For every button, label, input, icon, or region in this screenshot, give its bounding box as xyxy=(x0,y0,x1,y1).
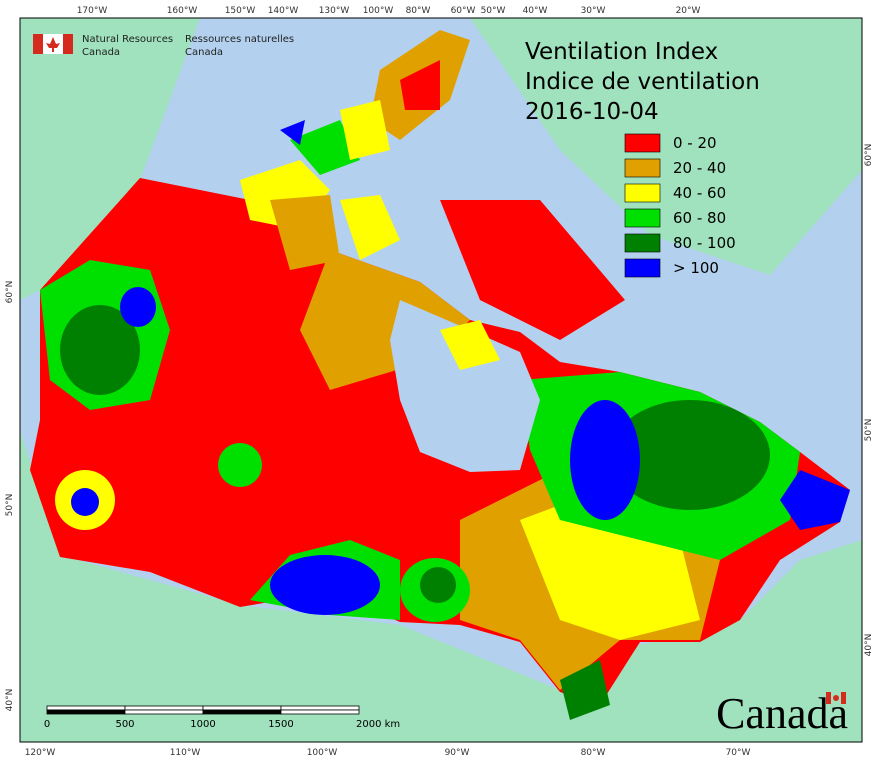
legend-label: 40 - 60 xyxy=(673,184,726,202)
legend-swatch xyxy=(624,133,661,153)
arctic-island xyxy=(280,120,305,145)
longitude-label: 110°W xyxy=(170,748,201,758)
graticule-labels: 170°W 160°W 150°W 140°W 130°W 100°W 80°W 60°W 50… xyxy=(5,6,874,758)
legend-swatch xyxy=(624,183,661,203)
flag-bar xyxy=(841,692,846,704)
longitude-label: 130°W xyxy=(319,6,350,16)
scale-label: 500 xyxy=(115,719,134,730)
agency-name: Natural Resources xyxy=(82,34,173,45)
maple-leaf xyxy=(833,695,839,701)
flag-bar xyxy=(33,34,43,54)
scale-bar: 0 500 1000 1500 2000 km xyxy=(44,705,400,730)
map-frame xyxy=(19,17,863,743)
legend-label: 0 - 20 xyxy=(673,134,717,152)
longitude-label: 100°W xyxy=(307,748,338,758)
longitude-label: 40°W xyxy=(523,6,548,16)
scale-label: 1500 xyxy=(268,719,293,730)
longitude-label: 170°W xyxy=(77,6,108,16)
legend-label: 20 - 40 xyxy=(673,159,726,177)
latitude-label: 40°N xyxy=(5,689,15,712)
legend-swatch xyxy=(624,233,661,253)
legend-swatch xyxy=(624,258,661,278)
longitude-label: 60°W xyxy=(451,6,476,16)
index-zone xyxy=(270,555,380,615)
longitude-label: 50°W xyxy=(481,6,506,16)
greenland xyxy=(470,18,862,275)
scale-label: 0 xyxy=(44,719,50,730)
longitude-label: 90°W xyxy=(445,748,470,758)
arctic-island xyxy=(270,195,340,270)
agency-name: Canada xyxy=(185,47,223,58)
scale-segment xyxy=(280,705,360,711)
scale-segment xyxy=(202,705,282,711)
scale-segment xyxy=(124,709,204,715)
longitude-label: 140°W xyxy=(268,6,299,16)
arctic-island xyxy=(340,195,400,260)
scale-segment xyxy=(202,709,282,715)
title-french: Indice de ventilation xyxy=(525,69,760,95)
longitude-label: 100°W xyxy=(363,6,394,16)
longitude-label: 30°W xyxy=(581,6,606,16)
scale-label: 2000 km xyxy=(356,719,400,730)
latitude-label: 50°N xyxy=(864,419,874,442)
index-zone xyxy=(560,660,610,720)
baffin-island xyxy=(440,200,625,340)
latitude-label: 60°N xyxy=(5,281,15,304)
index-zone xyxy=(120,287,156,327)
date: 2016-10-04 xyxy=(525,99,659,125)
agency-name: Ressources naturelles xyxy=(185,34,294,45)
legend-label: 60 - 80 xyxy=(673,209,726,227)
longitude-label: 150°W xyxy=(225,6,256,16)
logo xyxy=(33,34,73,54)
legend: 0 - 20 20 - 40 40 - 60 60 - 80 80 - 100 > 100 xyxy=(624,133,736,278)
index-zone xyxy=(218,443,262,487)
index-zone xyxy=(780,470,850,530)
scale-segment xyxy=(46,709,126,715)
maple-leaf xyxy=(46,37,60,52)
agency-name: Canada xyxy=(82,47,120,58)
flag-bar xyxy=(826,692,831,704)
scale-segment xyxy=(280,709,360,715)
longitude-label: 70°W xyxy=(726,748,751,758)
latitude-label: 60°N xyxy=(864,144,874,167)
legend-swatch xyxy=(624,208,661,228)
alaska xyxy=(20,18,200,300)
legend-label: 80 - 100 xyxy=(673,234,736,252)
legend-label: > 100 xyxy=(673,259,719,277)
longitude-label: 20°W xyxy=(676,6,701,16)
arctic-island xyxy=(290,120,360,175)
arctic-island xyxy=(400,60,440,110)
index-zone xyxy=(570,400,640,520)
index-zone xyxy=(420,567,456,603)
index-zone xyxy=(60,305,140,395)
flag-bar xyxy=(63,34,73,54)
scale-label: 1000 xyxy=(190,719,215,730)
latitude-label: 50°N xyxy=(5,494,15,517)
united-states xyxy=(20,430,862,742)
southampton-island xyxy=(440,320,500,370)
scale-segment xyxy=(124,705,204,711)
index-zone xyxy=(610,400,770,510)
longitude-label: 80°W xyxy=(406,6,431,16)
arctic-island xyxy=(340,100,390,160)
title: Ventilation Index xyxy=(525,39,718,65)
index-zone xyxy=(71,488,99,516)
map-area xyxy=(20,18,862,742)
latitude-label: 40°N xyxy=(864,634,874,657)
longitude-label: 160°W xyxy=(167,6,198,16)
longitude-label: 120°W xyxy=(25,748,56,758)
longitude-label: 80°W xyxy=(581,748,606,758)
scale-segment xyxy=(46,705,126,711)
wordmark-flag xyxy=(826,692,846,704)
legend-swatch xyxy=(624,158,661,178)
hudson-bay xyxy=(390,300,540,472)
